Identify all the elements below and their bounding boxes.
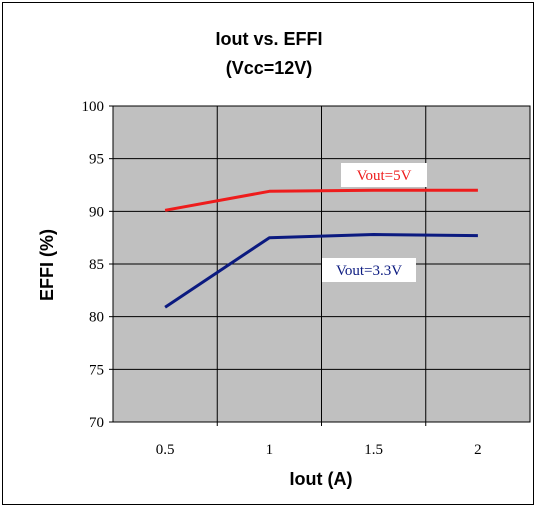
grid-lines bbox=[113, 106, 530, 422]
series-line-1 bbox=[164, 233, 478, 309]
chart-svg: Iout vs. EFFI (Vcc=12V) 707580859095100 … bbox=[37, 29, 531, 489]
y-tick-label: 75 bbox=[89, 362, 104, 378]
series-line-0 bbox=[164, 188, 478, 212]
series-group: Vout=5V Vout=3.3V bbox=[164, 163, 478, 309]
y-axis-ticks: 70 75 80 85 90 95 100 bbox=[82, 99, 113, 431]
series-label-box bbox=[341, 163, 427, 187]
y-tick-label: 100 bbox=[82, 99, 105, 115]
series-label-1: Vout=3.3V bbox=[336, 263, 402, 279]
x-tick-label: 1.5 bbox=[364, 442, 383, 458]
y-axis-label: EFFI (%) bbox=[37, 229, 57, 301]
x-axis-label: Iout (A) bbox=[290, 469, 353, 489]
x-tick-label: 1 bbox=[266, 442, 274, 458]
x-axis-ticks: 0.5 1 1.5 2 bbox=[156, 422, 482, 458]
chart-frame: Iout vs. EFFI (Vcc=12V) 70 75 80 85 90 95 100 … bbox=[2, 2, 534, 505]
chart-title-line1: Iout vs. EFFI bbox=[215, 29, 322, 49]
x-tick-label: 0.5 bbox=[156, 442, 175, 458]
chart-title-line2: (Vcc=12V) bbox=[226, 58, 313, 78]
y-tick-label: 90 bbox=[89, 204, 104, 220]
y-tick-label: 70 bbox=[89, 415, 104, 431]
y-tick-label: 80 bbox=[89, 310, 104, 326]
y-tick-label: 95 bbox=[89, 152, 104, 168]
series-label-0: Vout=5V bbox=[357, 168, 412, 184]
x-tick-label: 2 bbox=[474, 442, 482, 458]
y-tick-label: 85 bbox=[89, 257, 104, 273]
series-label-box bbox=[322, 258, 416, 282]
